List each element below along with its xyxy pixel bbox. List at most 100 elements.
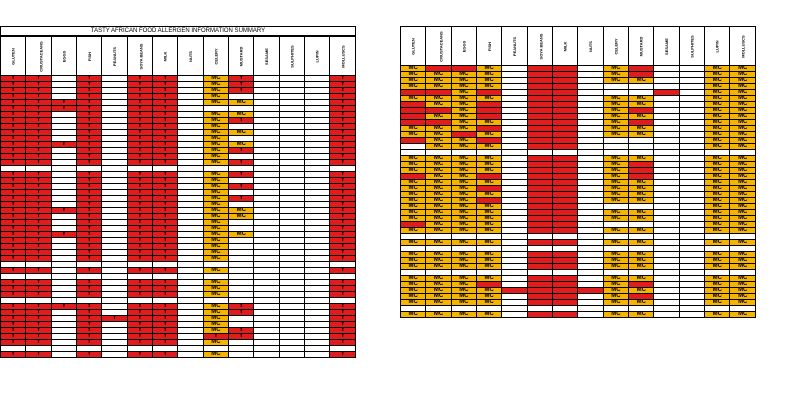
- allergen-cell: MC: [476, 311, 503, 318]
- allergen-cell: Y: [25, 351, 52, 358]
- table-row: MC MC MC MC MC: [399, 65, 756, 72]
- column-header: PEANUTS: [101, 36, 128, 76]
- column-header: FISH: [76, 36, 103, 76]
- column-header: CELERY: [602, 26, 630, 66]
- table-row: MC MC MC MC MC MC MC MC: [399, 251, 756, 258]
- column-header: SESAME: [253, 36, 280, 76]
- table-row: Y Y Y Y Y MC Y Y: [0, 87, 356, 94]
- column-header-label: SOYA BEANS: [538, 33, 544, 59]
- table-row: Y Y Y Y Y MC Y: [0, 123, 356, 130]
- column-header-label: GLUTEN: [410, 37, 416, 55]
- column-header: MOLLUSCS: [329, 36, 356, 76]
- table-row: Y Y Y Y Y MC Y Y: [0, 309, 356, 316]
- allergen-cell: [177, 351, 204, 358]
- column-header: NUTS: [177, 36, 204, 76]
- column-header-label: EGGS: [61, 50, 67, 62]
- table-row: Y Y Y Y Y MC Y: [0, 291, 356, 298]
- column-header-label: FISH: [86, 51, 92, 61]
- table-row: Y Y Y Y Y Y MC Y Y: [0, 303, 356, 310]
- table-row: MC MC MC MC MC MC MC MC: [399, 311, 756, 318]
- table-row: MC MC MC MC MC MC MC MC: [399, 77, 756, 84]
- column-header: SOYA BEANS: [526, 26, 554, 66]
- table-row: Y Y Y Y Y MC Y: [0, 321, 356, 328]
- allergen-cell: [653, 311, 680, 318]
- table-row: MC MC MC MC MC MC MC MC: [399, 239, 756, 246]
- column-header: MILK: [152, 36, 179, 76]
- allergen-cell: MC: [399, 311, 427, 318]
- column-header-label: EGGS: [461, 40, 467, 52]
- column-header-label: SULPHITES: [289, 44, 295, 68]
- column-header: MUSTARD: [628, 26, 655, 66]
- table-row: Y Y Y Y Y MC Y: [0, 279, 356, 286]
- table-row: MC MC MC MC: [399, 137, 756, 144]
- table-row: MC MC MC MC MC MC MC: [399, 125, 756, 132]
- allergen-cell: [253, 351, 280, 358]
- table-row: MC MC MC MC MC MC MC: [399, 167, 756, 174]
- allergen-cell: [304, 351, 331, 358]
- table-row: MC MC MC: [399, 89, 756, 96]
- column-header: GLUTEN: [399, 26, 427, 66]
- table-row: MC MC MC MC MC MC MC: [399, 185, 756, 192]
- allergen-cell: [101, 351, 128, 358]
- column-header-label: PEANUTS: [512, 36, 518, 56]
- column-header: EGGS: [50, 36, 78, 76]
- column-header-label: MOLLUSCS: [340, 44, 346, 68]
- column-header-label: MOLLUSCS: [740, 34, 746, 58]
- column-header-label: NUTS: [588, 40, 594, 52]
- column-header-label: MILK: [162, 51, 168, 61]
- allergen-cell: [501, 311, 528, 318]
- column-header: GLUTEN: [0, 36, 27, 76]
- allergen-cell: MC: [425, 311, 452, 318]
- table-row: Y Y Y Y Y MC Y Y: [0, 195, 356, 202]
- table-row: Y Y Y Y Y MC Y: [0, 237, 356, 244]
- table-row: MC MC MC MC MC MC MC MC: [399, 275, 756, 282]
- header-row: GLUTEN CRUSTACEANS EGGS FISH PEANUTS SOYA BEA…: [399, 26, 756, 66]
- table-row: MC MC MC MC: [399, 107, 756, 114]
- allergen-cell: [552, 311, 579, 318]
- allergen-sheet-right: GLUTEN CRUSTACEANS EGGS FISH PEANUTS SOYA BEA…: [399, 26, 756, 350]
- column-header-label: CELERY: [213, 47, 219, 65]
- table-row: Y Y Y Y Y Y MC MC Y: [0, 207, 356, 214]
- column-header-label: CELERY: [613, 37, 619, 55]
- allergen-cell: Y: [329, 351, 356, 358]
- table-row: [0, 297, 356, 304]
- table-row: MC MC MC MC MC MC: [399, 113, 756, 120]
- table-row: Y Y Y Y Y Y MC MC Y: [0, 99, 356, 106]
- column-header: MOLLUSCS: [729, 26, 756, 66]
- table-row: [0, 273, 356, 280]
- sheet-title: TASTY AFRICAN FOOD ALLERGEN INFORMATION …: [0, 26, 356, 36]
- allergen-cell: Y: [76, 351, 103, 358]
- table-row: Y Y Y Y Y MC Y Y: [0, 75, 356, 82]
- table-row: MC MC MC MC MC MC MC MC: [399, 191, 756, 198]
- table-row: [399, 305, 756, 312]
- column-header-label: LUPIN: [314, 50, 320, 62]
- allergen-cell: [278, 351, 306, 358]
- table-row: Y Y Y Y Y MC Y: [0, 285, 356, 292]
- table-row: Y Y Y Y Y MC Y: [0, 339, 356, 346]
- table-row: MC MC MC MC MC: [399, 119, 756, 126]
- allergen-sheet-left: TASTY AFRICAN FOOD ALLERGEN INFORMATION …: [0, 26, 356, 358]
- allergen-cell: Y: [126, 351, 154, 358]
- allergen-cell: MC: [729, 311, 756, 318]
- column-header: CELERY: [202, 36, 230, 76]
- table-row: MC MC MC MC MC MC MC MC: [399, 215, 756, 222]
- allergen-cell: [577, 311, 604, 318]
- allergen-cell: Y: [152, 351, 179, 358]
- table-row: MC MC MC MC MC MC: [399, 281, 756, 288]
- column-header: EGGS: [450, 26, 478, 66]
- allergen-cell: MC: [704, 311, 731, 318]
- column-header: SULPHITES: [678, 26, 706, 66]
- table-row: MC MC MC MC MC: [399, 173, 756, 180]
- table-row: MC MC MC MC MC MC MC MC: [399, 209, 756, 216]
- table-row: Y Y Y Y Y MC Y: [0, 177, 356, 184]
- table-row: Y Y Y Y Y MC Y Y: [0, 159, 356, 166]
- allergen-cell: [678, 311, 706, 318]
- header-row: GLUTEN CRUSTACEANS EGGS FISH PEANUTS SOYA BEA…: [0, 36, 356, 76]
- table-row: Y Y Y Y Y MC Y: [0, 225, 356, 232]
- column-header: PEANUTS: [501, 26, 528, 66]
- table-row: [399, 245, 756, 252]
- column-header: LUPIN: [704, 26, 731, 66]
- column-header: SULPHITES: [278, 36, 306, 76]
- allergen-cell: [50, 351, 78, 358]
- table-row: MC MC MC MC MC MC MC: [399, 161, 756, 168]
